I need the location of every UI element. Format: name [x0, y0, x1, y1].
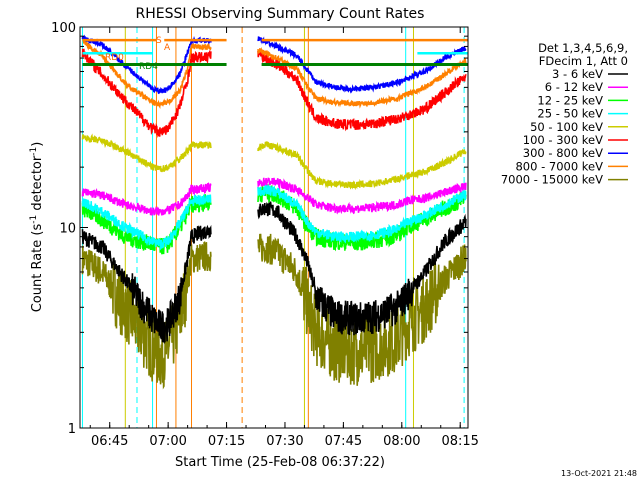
y-axis-label-exponent-2: -1: [29, 147, 39, 156]
x-tick-label-07-45: 07:45: [325, 434, 362, 449]
legend-label-25-50-kev: 25 - 50 keV: [537, 107, 603, 121]
y-tick-label-1: 1: [68, 422, 76, 437]
series-300-800-kev-kev-line: [81, 34, 467, 95]
legend-header-line-2: FDecim 1, Att 0: [539, 54, 628, 68]
series-25-50-kev-kev-line: [81, 184, 467, 251]
legend-label-7000-15000-kev: 7000 - 15000 keV: [501, 173, 603, 187]
y-tick-label-100: 100: [51, 21, 76, 36]
legend-label-12-25-kev: 12 - 25 keV: [537, 93, 603, 107]
legend-header-line-1: Det 1,3,4,5,6,9,: [538, 41, 628, 55]
series-7000-15000-kev-kev-line: [81, 233, 467, 390]
x-tick-label-06-45: 06:45: [91, 434, 128, 449]
x-tick-label-07-30: 07:30: [266, 434, 303, 449]
y-tick-label-10: 10: [59, 222, 76, 237]
y-axis-label: Count Rate (s-1 detector-1): [29, 142, 45, 313]
series-50-100-kev-kev-line: [81, 133, 467, 190]
series-6-12-kev-kev-line: [81, 177, 467, 216]
y-axis-label-close: ): [30, 142, 45, 147]
annotation-rd4: RD4: [139, 62, 158, 72]
generated-timestamp: 13-Oct-2021 21:48: [561, 469, 637, 478]
series-100-300-kev-kev-line: [81, 48, 467, 138]
x-axis-label: Start Time (25-Feb-08 06:37:22): [175, 455, 385, 470]
x-tick-label-08-00: 08:00: [383, 434, 420, 449]
data-layer: [81, 27, 468, 428]
legend-label-800-7000-kev: 800 - 7000 keV: [515, 159, 603, 173]
y-axis-label-exponent: -1: [29, 215, 39, 224]
legend-label-50-100-kev: 50 - 100 keV: [530, 120, 603, 134]
y-axis-label-prefix: Count Rate (s: [30, 224, 45, 313]
series-800-7000-kev-kev-line: [82, 39, 467, 110]
legend-label-6-12-kev: 6 - 12 keV: [545, 80, 603, 94]
legend-label-3-6-kev: 3 - 6 keV: [552, 67, 603, 81]
annotation-s: S: [156, 36, 162, 46]
x-tick-label-08-15: 08:15: [441, 434, 478, 449]
x-axis: 06:45 07:00 07:15 07:30 07:45 08:00 08:15: [89, 27, 479, 449]
legend-label-100-300-kev: 100 - 300 keV: [523, 133, 603, 147]
y-axis: 1 10 100: [51, 21, 468, 437]
chart-title: RHESSI Observing Summary Count Rates: [136, 6, 425, 22]
legend: Det 1,3,4,5,6,9, FDecim 1, Att 0 3 - 6 k…: [501, 41, 628, 187]
x-tick-label-07-00: 07:00: [149, 434, 186, 449]
series-3-6-kev-kev-line: [81, 201, 467, 345]
legend-label-300-800-kev: 300 - 800 keV: [523, 146, 603, 160]
x-tick-label-07-15: 07:15: [208, 434, 245, 449]
y-axis-label-unit: detector: [30, 155, 45, 215]
annotation-a: A: [164, 43, 171, 53]
annotation-rd0: RD0: [105, 53, 124, 63]
